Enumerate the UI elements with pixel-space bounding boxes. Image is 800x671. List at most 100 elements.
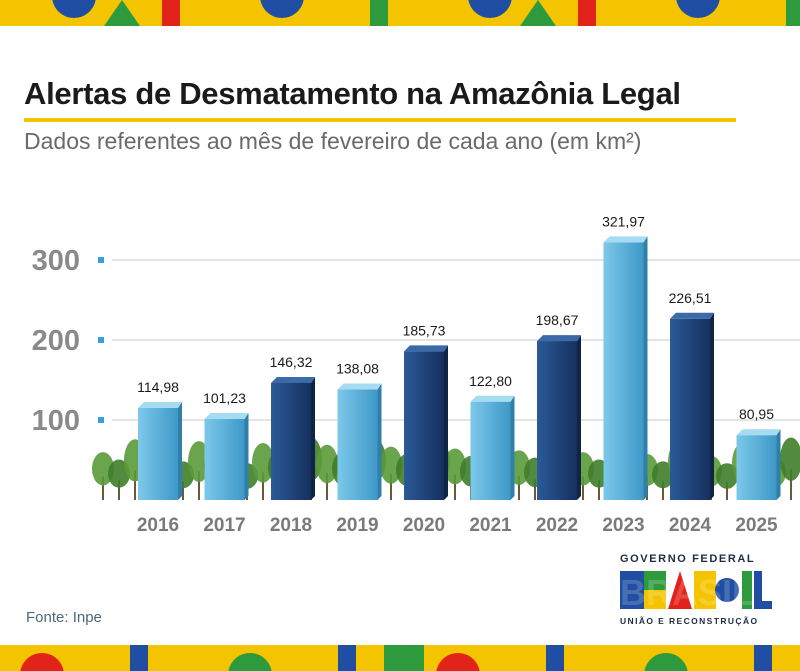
bar-2018 (271, 376, 315, 500)
tree-crown (780, 437, 800, 481)
bar-side (311, 376, 315, 500)
data-label: 114,98 (137, 379, 179, 395)
brasil-wordmark: BRASIL (620, 571, 772, 613)
title-underline (24, 118, 736, 122)
bar-2020 (404, 345, 448, 500)
bar-top (470, 395, 515, 402)
band-shape (468, 0, 512, 18)
band-shape (338, 645, 356, 671)
bar-top (670, 312, 714, 319)
x-tick-label: 2022 (536, 515, 578, 536)
bar-front (204, 419, 245, 500)
x-tick-label: 2018 (270, 515, 312, 536)
band-shape (130, 645, 148, 671)
bar-2021 (470, 395, 515, 500)
bar-top (603, 236, 648, 243)
bar-side (776, 429, 781, 500)
axis-labels: 100 200 300 2016 2017 2018 2019 2020 2021 2022 202… (32, 245, 778, 536)
tree-crown (652, 461, 674, 489)
tree-trunk (118, 480, 120, 500)
data-label: 185,73 (403, 322, 446, 338)
band-shape (488, 645, 524, 671)
band-shape (416, 0, 456, 26)
data-label: 226,51 (669, 290, 712, 306)
tree-trunk (390, 473, 392, 500)
brasil-word: BRASIL (620, 572, 754, 613)
band-shape (384, 645, 424, 671)
band-shape (72, 645, 108, 671)
bar-side (444, 345, 448, 500)
chart-title: Alertas de Desmatamento na Amazônia Lega… (24, 76, 681, 111)
x-tick-label: 2016 (137, 515, 179, 536)
band-shape (52, 0, 96, 18)
tree-trunk (726, 482, 728, 500)
logo-bottom-text: UNIÃO E RECONSTRUÇÃO (620, 616, 759, 626)
y-tick-label: 100 (32, 405, 80, 437)
tree-trunk (182, 481, 184, 500)
bar-top (404, 345, 448, 352)
x-tick-label: 2025 (735, 515, 778, 536)
bottom-band-shapes (0, 645, 800, 671)
tree-trunk (102, 476, 104, 500)
bar-front (537, 341, 577, 500)
band-shape (592, 645, 632, 671)
tree-trunk (662, 481, 664, 500)
band-shape (624, 0, 664, 26)
bar-side (510, 395, 515, 500)
band-shape (208, 0, 248, 26)
band-shape (260, 0, 304, 18)
band-shape (546, 645, 564, 671)
tree-trunk (598, 480, 600, 500)
x-tick-label: 2020 (403, 515, 445, 536)
data-label: 138,08 (336, 361, 379, 377)
bar-2025 (736, 429, 781, 500)
bar-front (337, 389, 378, 500)
bar-side (710, 312, 714, 500)
bar-chart: 114,98 101,23 146,32 138,08 185,73 122,80 198,… (32, 213, 800, 536)
tree-trunk (326, 473, 328, 500)
bar-front (736, 435, 777, 500)
bar-2023 (603, 236, 648, 500)
bar-side (178, 402, 182, 500)
band-shape (312, 0, 348, 26)
bottom-decorative-band (0, 645, 800, 671)
top-band-shapes (0, 0, 800, 26)
bar-side (244, 413, 249, 500)
band-shape (162, 0, 180, 26)
x-tick-label: 2021 (469, 515, 512, 536)
bar-front (670, 318, 710, 500)
bars (138, 236, 781, 500)
band-shape (176, 645, 216, 671)
bar-2019 (337, 383, 382, 500)
band-shape (696, 645, 732, 671)
band-shape (436, 653, 480, 671)
data-labels: 114,98 101,23 146,32 138,08 185,73 122,80 198,… (137, 213, 774, 422)
tree-trunk (518, 475, 520, 500)
data-label: 321,97 (602, 213, 645, 229)
band-shape (578, 0, 596, 26)
x-tick-label: 2024 (669, 515, 712, 536)
band-shape (754, 645, 772, 671)
bar-top (204, 413, 249, 420)
tree-trunk (534, 479, 536, 500)
bar-top (736, 429, 781, 436)
bar-top (271, 376, 315, 383)
band-shape (0, 0, 40, 26)
band-shape (644, 653, 688, 671)
band-shape (520, 0, 556, 26)
bar-2017 (204, 413, 249, 500)
band-shape (370, 0, 388, 26)
bar-2022 (537, 335, 581, 500)
bar-top (138, 402, 182, 409)
x-tick-label: 2017 (203, 515, 245, 536)
bar-front (603, 242, 644, 500)
band-shape (676, 0, 720, 18)
tree-trunk (790, 469, 792, 500)
y-tick-label: 200 (32, 325, 80, 357)
top-decorative-band (0, 0, 800, 26)
band-shape (20, 653, 64, 671)
x-tick-label: 2019 (336, 515, 378, 536)
tick-marker (98, 417, 104, 423)
data-label: 101,23 (203, 390, 246, 406)
tree-crown (716, 463, 738, 489)
